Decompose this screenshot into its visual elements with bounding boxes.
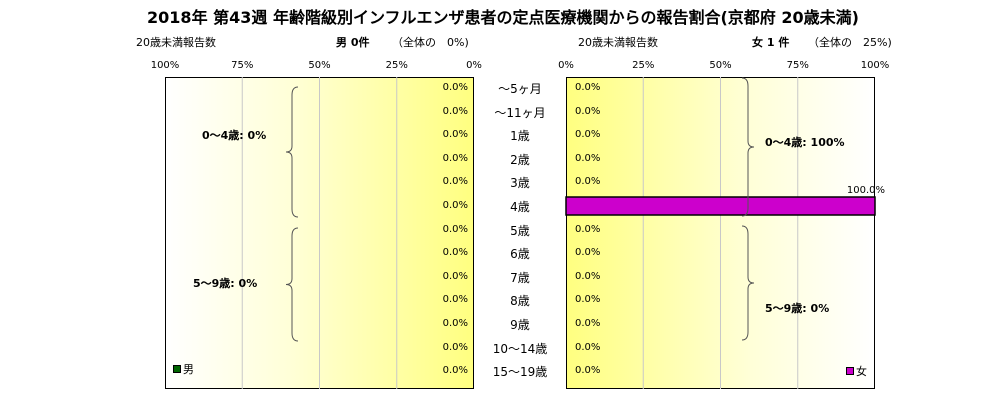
female-value-label: 100.0%: [846, 185, 885, 196]
male-value-label: 0.0%: [442, 223, 468, 235]
female-bar: [565, 196, 876, 216]
male-value-label: 0.0%: [442, 200, 468, 211]
female-value-label: 0.0%: [575, 365, 601, 377]
male-value-label: 0.0%: [442, 247, 468, 259]
female-value-label: 0.0%: [575, 105, 601, 117]
male-group-0-4: 0～4歳: 0%: [202, 129, 267, 142]
category-label: ～11ヶ月: [494, 105, 546, 120]
female-legend-swatch: [846, 367, 854, 375]
male-legend: 男: [173, 361, 194, 377]
male-brace-5-9: [285, 227, 299, 342]
category-label: 7歳: [510, 270, 530, 285]
male-tick-label: 100%: [150, 60, 180, 71]
male-value-label: 0.0%: [442, 318, 468, 329]
category-label: 1歳: [510, 129, 530, 144]
category-label: 5歳: [510, 223, 530, 238]
female-summary: 女 1 件: [752, 36, 790, 49]
female-tick-label: 100%: [860, 60, 890, 71]
male-tick-label: 25%: [385, 60, 408, 71]
female-value-label: 0.0%: [575, 176, 601, 188]
female-legend-label: 女: [856, 365, 867, 378]
female-value-label: 0.0%: [575, 247, 601, 259]
chart-title: 2018年 第43週 年齢階級別インフルエンザ患者の定点医療機関からの報告割合(…: [147, 8, 859, 27]
female-value-label: 0.0%: [575, 270, 601, 282]
female-tick-label: 75%: [786, 60, 809, 71]
female-brace-5-9: [741, 225, 755, 341]
female-legend: 女: [846, 363, 867, 379]
male-legend-label: 男: [183, 363, 194, 376]
female-tick-label: 0%: [558, 60, 574, 71]
male-value-label: 0.0%: [442, 341, 468, 353]
male-tick-label: 75%: [231, 60, 254, 71]
female-group-5-9: 5～9歳: 0%: [765, 302, 830, 315]
male-value-label: 0.0%: [442, 129, 468, 141]
female-value-label: 0.0%: [575, 82, 601, 93]
category-label: 8歳: [510, 294, 530, 309]
female-value-label: 0.0%: [575, 294, 601, 306]
male-summary: 男 0件: [336, 36, 370, 49]
male-group-5-9: 5～9歳: 0%: [193, 277, 258, 290]
female-value-label: 0.0%: [575, 152, 601, 164]
female-value-label: 0.0%: [575, 223, 601, 235]
category-label: 9歳: [510, 318, 530, 332]
male-share: （全体の 0%): [392, 36, 469, 49]
male-tick-label: 0%: [466, 60, 482, 71]
female-tick-label: 50%: [709, 60, 732, 71]
female-brace-0-4: [741, 77, 755, 217]
female-tick-label: 25%: [632, 60, 655, 71]
male-value-label: 0.0%: [442, 82, 468, 93]
male-value-label: 0.0%: [442, 105, 468, 117]
category-label: 10～14歳: [492, 341, 548, 356]
male-value-label: 0.0%: [442, 270, 468, 282]
category-label: 6歳: [510, 247, 530, 262]
category-label: 4歳: [510, 200, 530, 214]
female-value-label: 0.0%: [575, 318, 601, 329]
male-count-label: 20歳未満報告数: [136, 36, 216, 49]
female-value-label: 0.0%: [575, 341, 601, 353]
female-group-0-4: 0～4歳: 100%: [765, 136, 845, 149]
category-label: 2歳: [510, 152, 530, 167]
male-value-label: 0.0%: [442, 176, 468, 188]
male-value-label: 0.0%: [442, 365, 468, 377]
male-tick-label: 50%: [308, 60, 331, 71]
category-label: ～5ヶ月: [498, 82, 542, 96]
female-count-label: 20歳未満報告数: [578, 36, 658, 49]
male-value-label: 0.0%: [442, 152, 468, 164]
male-brace-0-4: [285, 86, 299, 218]
male-value-label: 0.0%: [442, 294, 468, 306]
category-label: 3歳: [510, 176, 530, 191]
female-share: （全体の 25%): [808, 36, 892, 49]
female-value-label: 0.0%: [575, 129, 601, 141]
category-label: 15～19歳: [492, 365, 548, 380]
male-legend-swatch: [173, 365, 181, 373]
